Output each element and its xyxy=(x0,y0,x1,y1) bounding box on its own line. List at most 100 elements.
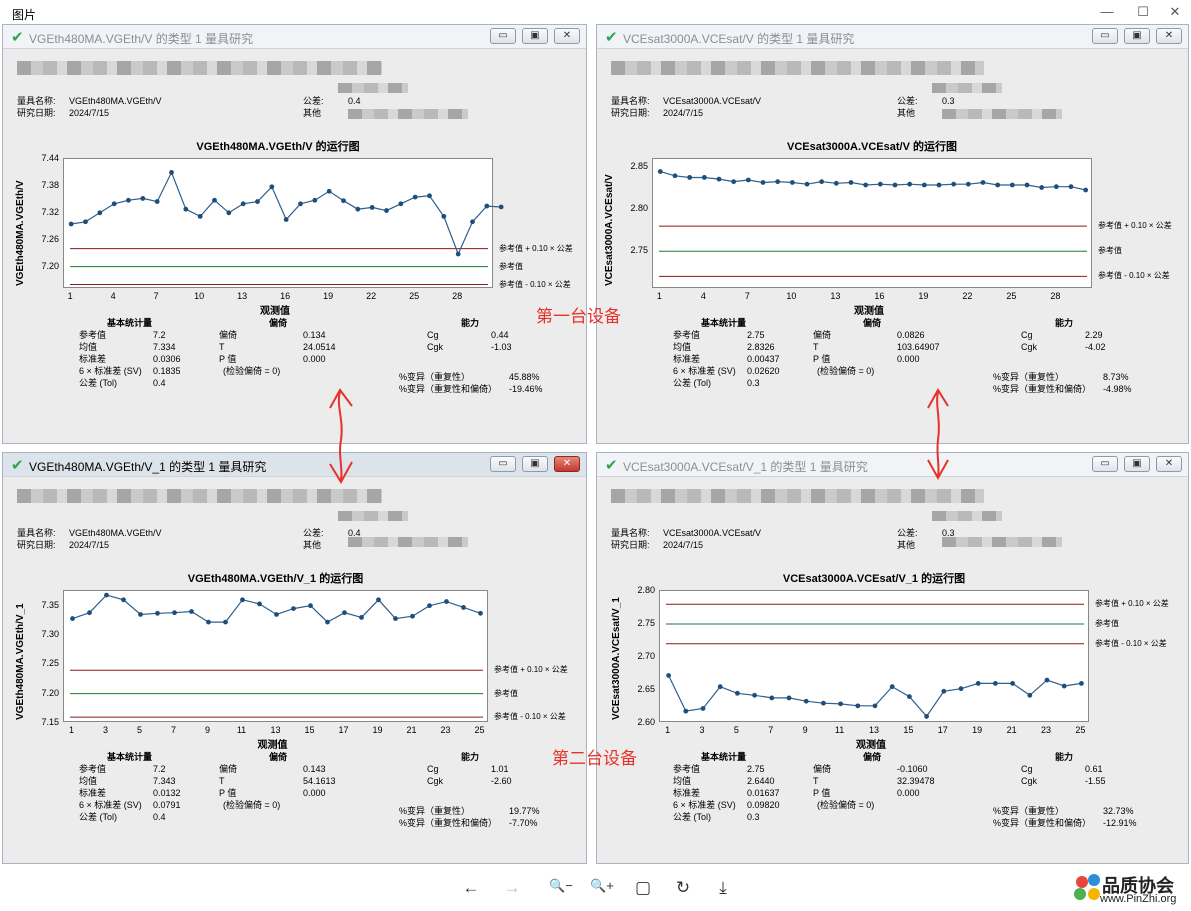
restore-button[interactable]: ▣ xyxy=(522,28,548,44)
next-icon[interactable]: → xyxy=(503,878,521,897)
bias-heading: 偏倚 xyxy=(863,318,882,328)
x-tick-label: 25 xyxy=(1075,725,1086,735)
minimize-button[interactable]: ▭ xyxy=(490,456,516,472)
minimize-button[interactable]: ▭ xyxy=(490,28,516,44)
window-titlebar[interactable]: ✔ VCEsat3000A.VCEsat/V_1 的类型 1 量具研究 ▭ ▣ ✕ xyxy=(597,453,1188,477)
x-tick-label: 21 xyxy=(1006,725,1017,735)
stat-value-sv: 0.1835 xyxy=(153,366,181,376)
data-point xyxy=(819,179,825,185)
capability-heading: 能力 xyxy=(1055,752,1074,762)
data-point xyxy=(1039,185,1045,190)
y-tick-label: 7.38 xyxy=(41,179,59,190)
close-button[interactable]: ✕ xyxy=(1156,28,1182,44)
stat-label-sv: 6 × 标准差 (SV) xyxy=(673,366,736,376)
data-point xyxy=(863,182,869,188)
data-point xyxy=(312,197,318,203)
data-point xyxy=(341,198,346,204)
data-point xyxy=(701,175,707,180)
data-point xyxy=(183,206,189,212)
y-tick-label: 7.15 xyxy=(41,717,59,727)
data-point xyxy=(1027,692,1033,698)
bias-heading: 偏倚 xyxy=(269,318,288,328)
data-point xyxy=(376,597,381,603)
window-titlebar[interactable]: ✔ VCEsat3000A.VCEsat/V 的类型 1 量具研究 ▭ ▣ ✕ xyxy=(597,25,1188,49)
x-tick-label: 9 xyxy=(204,725,210,735)
y-tick-label: 7.30 xyxy=(41,629,59,639)
prev-icon[interactable]: ← xyxy=(462,878,480,897)
study-date-value: 2024/7/15 xyxy=(69,540,110,550)
x-tick-label: 3 xyxy=(102,725,108,735)
restore-button[interactable]: ▣ xyxy=(522,456,548,472)
data-point xyxy=(717,684,723,690)
stat-label-sd: 标准差 xyxy=(79,354,107,364)
cgk-value: -1.55 xyxy=(1085,776,1106,786)
data-point xyxy=(769,695,775,701)
minimize-icon[interactable]: — xyxy=(1100,4,1114,19)
gauge-name-value: VCEsat3000A.VCEsat/V xyxy=(663,528,762,538)
data-point xyxy=(1024,182,1030,188)
var-rep-bias-label: %变异（重复性和偏倚） xyxy=(993,818,1092,828)
minimize-button[interactable]: ▭ xyxy=(1092,28,1118,44)
data-point xyxy=(872,703,878,709)
tolerance-label: 公差: xyxy=(897,528,918,538)
minimize-button[interactable]: ▭ xyxy=(1092,456,1118,472)
annotation-device-1: 第一台设备 xyxy=(536,307,621,326)
x-tick-label: 25 xyxy=(474,725,485,735)
ref-label-lower: 参考值 - 0.10 × 公差 xyxy=(1098,271,1170,281)
tolerance-value: 0.3 xyxy=(942,96,955,106)
data-point xyxy=(687,175,693,180)
x-tick-label: 15 xyxy=(903,725,914,735)
data-point xyxy=(889,684,895,690)
data-point xyxy=(848,180,854,185)
ref-label-center: 参考值 xyxy=(1095,619,1119,628)
y-axis-label: VCEsat3000A.VCEsat/V xyxy=(604,174,615,286)
var-rep-bias-value: -12.91% xyxy=(1103,818,1137,828)
stat-label-mean: 均值 xyxy=(79,342,98,352)
close-button[interactable]: ✕ xyxy=(554,28,580,44)
data-point xyxy=(965,181,971,187)
bias-label-bias: 偏倚 xyxy=(219,764,238,774)
data-point xyxy=(155,610,160,616)
ref-label-lower: 参考值 - 0.10 × 公差 xyxy=(494,712,566,722)
run-chart-plot xyxy=(63,590,488,722)
minitab-window-4[interactable]: ✔ VCEsat3000A.VCEsat/V_1 的类型 1 量具研究 ▭ ▣ ✕ 量具名… xyxy=(596,452,1189,864)
zoom-in-icon[interactable]: 🔍+ xyxy=(590,878,614,893)
zoom-out-icon[interactable]: 🔍− xyxy=(549,878,573,893)
close-button[interactable]: ✕ xyxy=(1156,456,1182,472)
data-point xyxy=(206,619,211,625)
bias-label-p: P 值 xyxy=(813,354,831,364)
x-tick-label: 23 xyxy=(1040,725,1051,735)
y-axis-label: VGEth480MA.VGEth/V_1 xyxy=(15,603,26,720)
window-titlebar[interactable]: ✔ VGEth480MA.VGEth/V_1 的类型 1 量具研究 ▭ ▣ ✕ xyxy=(3,453,586,477)
data-point xyxy=(444,599,449,604)
bias-value-bias: 0.134 xyxy=(303,330,326,340)
close-icon[interactable]: ✕ xyxy=(1169,4,1181,19)
window-titlebar[interactable]: ✔ VGEth480MA.VGEth/V 的类型 1 量具研究 ▭ ▣ ✕ xyxy=(3,25,586,49)
data-point xyxy=(700,706,706,711)
restore-button[interactable]: ▣ xyxy=(1124,28,1150,44)
tolerance-value: 0.4 xyxy=(348,96,361,106)
minitab-window-1[interactable]: ✔ VGEth480MA.VGEth/V 的类型 1 量具研究 ▭ ▣ ✕ 量具名称: VG… xyxy=(2,24,587,444)
restore-button[interactable]: ▣ xyxy=(1124,456,1150,472)
data-point xyxy=(111,201,117,207)
window-title: VGEth480MA.VGEth/V 的类型 1 量具研究 xyxy=(29,32,254,46)
data-point xyxy=(1079,681,1084,686)
rotate-icon[interactable]: ↻ xyxy=(675,878,691,897)
stat-label-tol: 公差 (Tol) xyxy=(79,812,117,822)
maximize-icon[interactable]: ☐ xyxy=(1137,4,1149,19)
stat-label-sv: 6 × 标准差 (SV) xyxy=(79,800,142,810)
data-point xyxy=(359,615,364,620)
data-point xyxy=(70,616,75,621)
data-point xyxy=(1083,187,1089,193)
fit-icon[interactable]: ▢ xyxy=(634,878,652,897)
stat-value-ref: 2.75 xyxy=(747,764,765,774)
minitab-window-3[interactable]: ✔ VGEth480MA.VGEth/V_1 的类型 1 量具研究 ▭ ▣ ✕ 量具名称:… xyxy=(2,452,587,864)
data-point xyxy=(410,613,415,619)
data-point xyxy=(1068,184,1074,190)
cgk-value: -1.03 xyxy=(491,342,512,352)
gauge-name-label: 量具名称: xyxy=(17,96,56,106)
x-tick-label: 25 xyxy=(409,291,420,301)
minitab-window-2[interactable]: ✔ VCEsat3000A.VCEsat/V 的类型 1 量具研究 ▭ ▣ ✕ 量具名称:… xyxy=(596,24,1189,444)
save-icon[interactable]: ⤓ xyxy=(719,878,727,897)
close-button[interactable]: ✕ xyxy=(554,456,580,472)
